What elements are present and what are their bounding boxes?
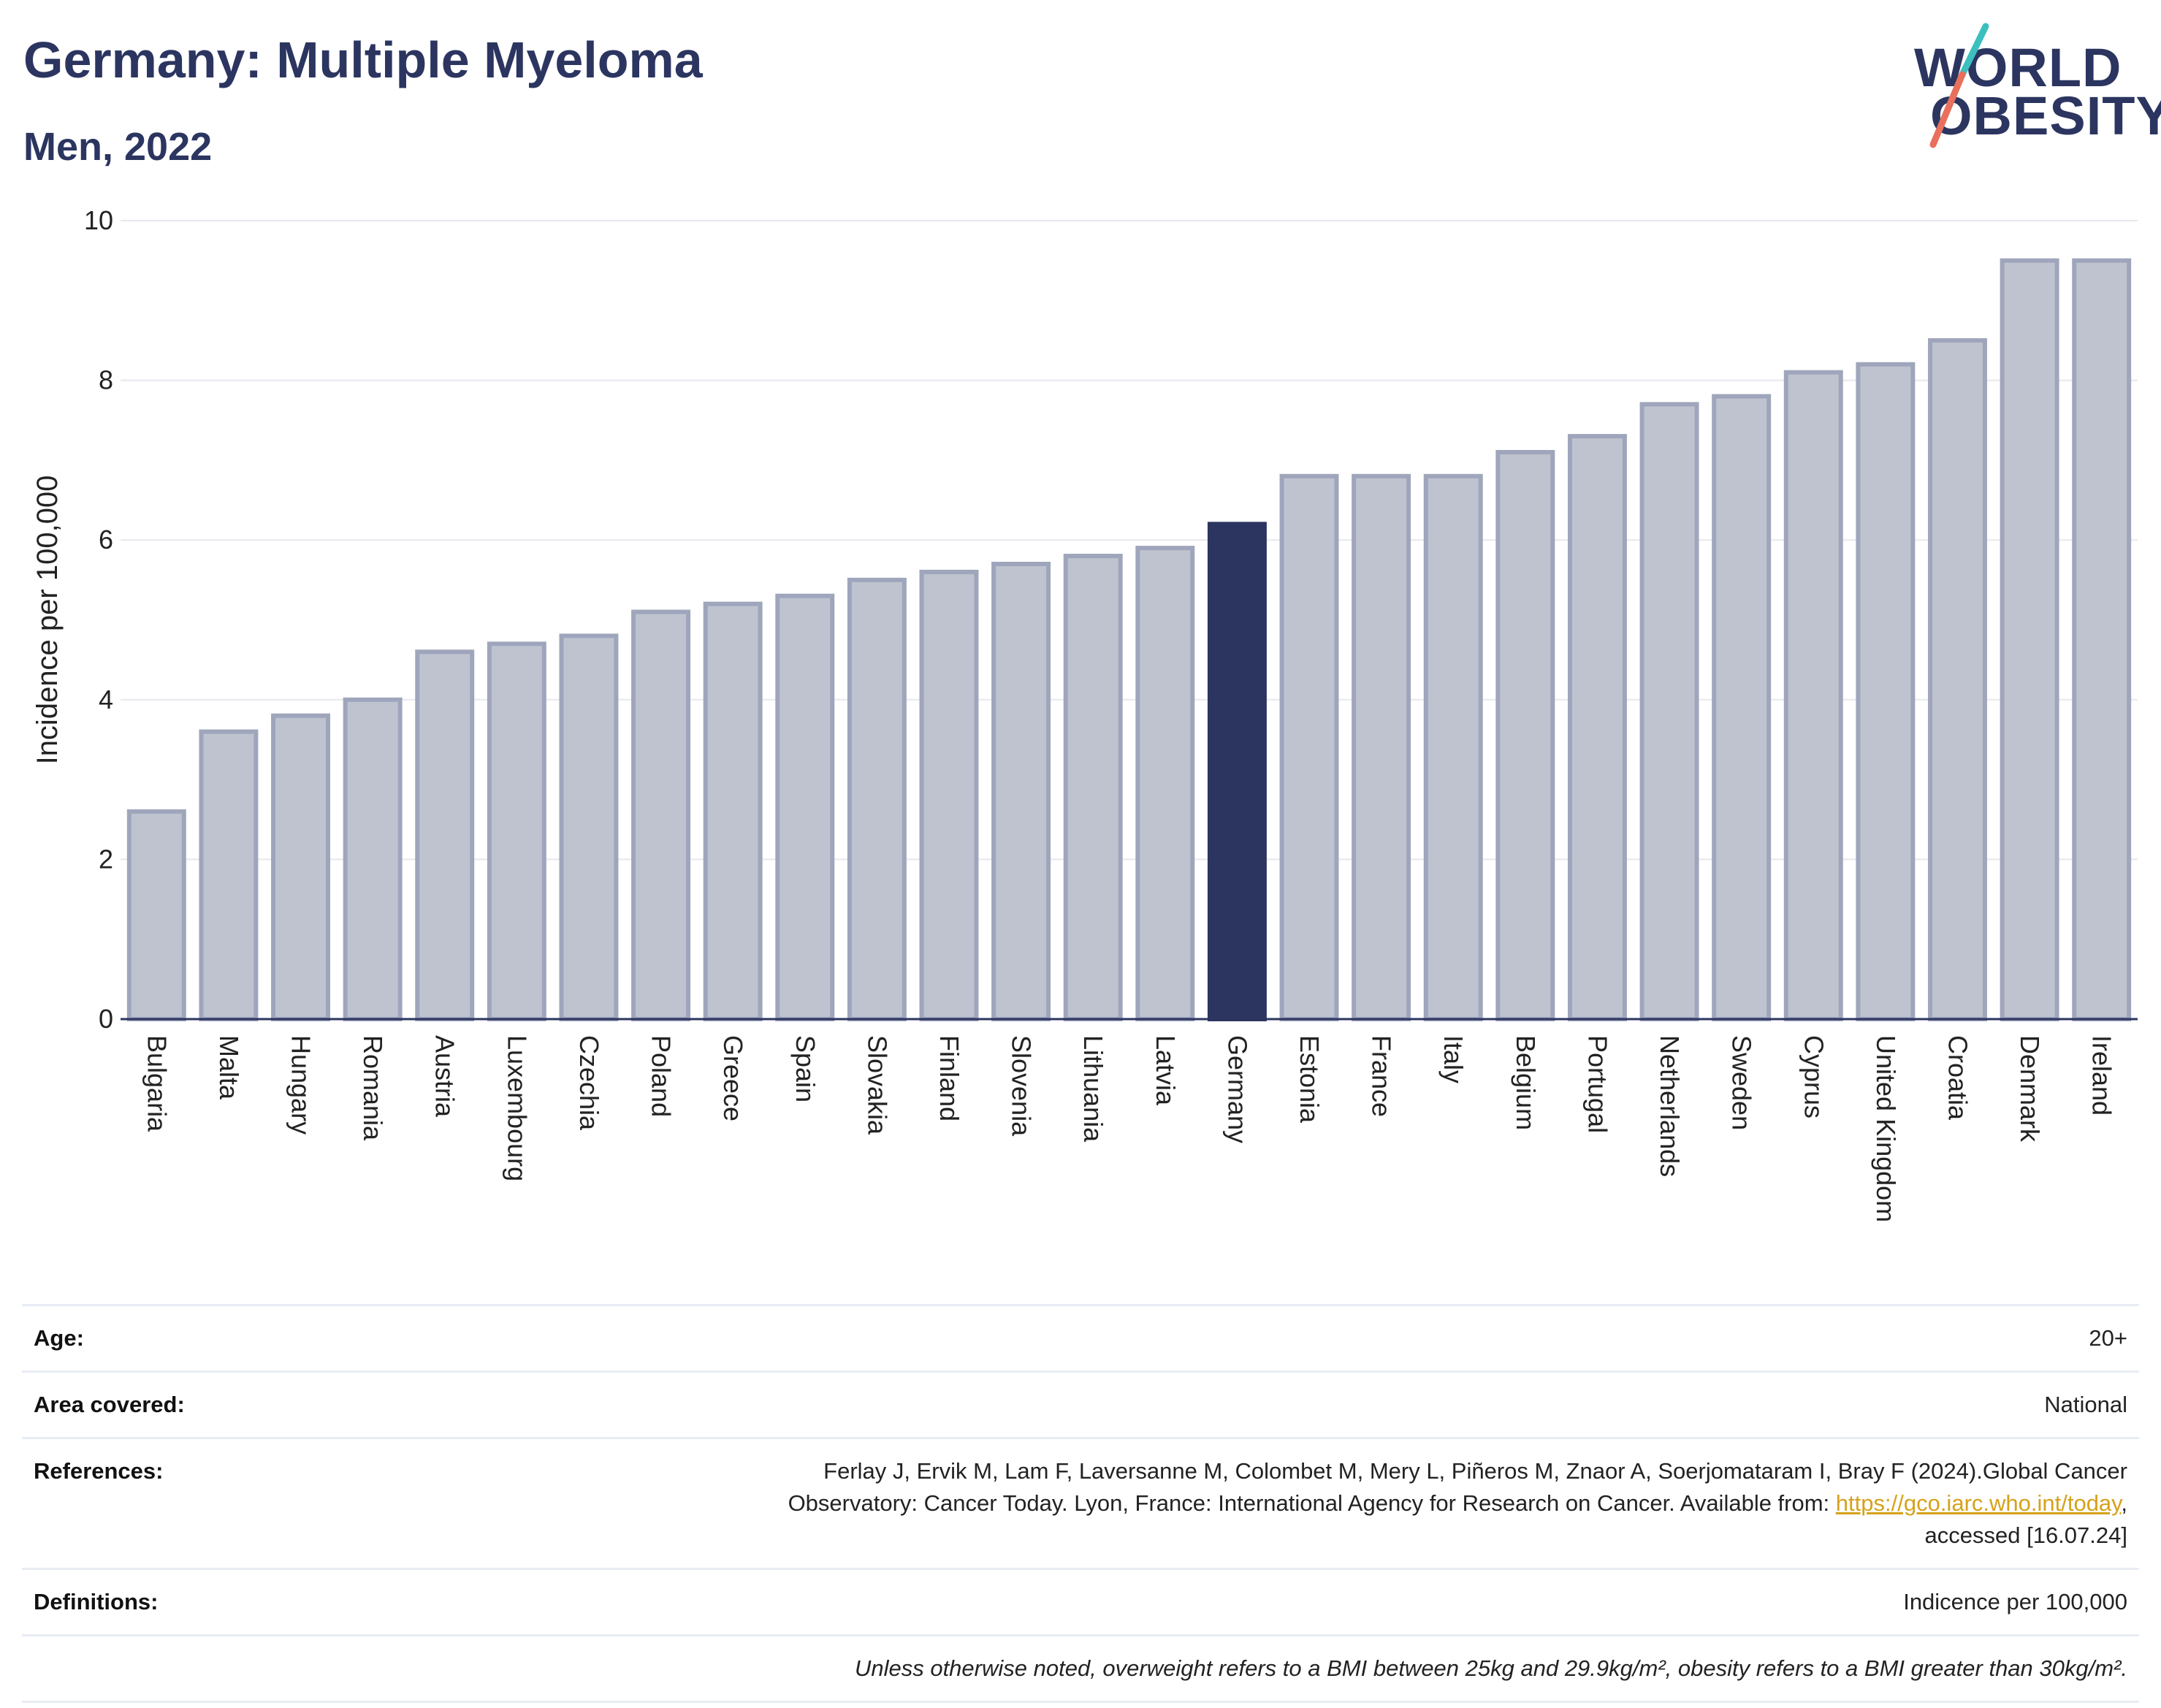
bar-lithuania: [1063, 554, 1123, 1021]
bar-greece: [703, 601, 763, 1021]
y-tick-label: 8: [99, 365, 113, 395]
x-tick-label: Malta: [214, 1035, 244, 1100]
x-tick-label: Latvia: [1151, 1035, 1181, 1106]
area-label: Area covered:: [34, 1392, 185, 1417]
y-tick-label: 6: [99, 525, 113, 554]
x-tick-label: Portugal: [1582, 1035, 1612, 1133]
bar-france: [1352, 473, 1411, 1021]
bar-ireland: [2072, 258, 2132, 1021]
x-tick-label: Slovenia: [1007, 1035, 1037, 1137]
bar-austria: [415, 649, 475, 1021]
x-tick-label: Czechia: [574, 1035, 604, 1131]
page-title: Germany: Multiple Myeloma: [23, 31, 703, 88]
x-tick-label: Luxembourg: [502, 1035, 532, 1181]
bar-bulgaria: [126, 809, 186, 1021]
bar-poland: [631, 609, 691, 1021]
y-tick-label: 2: [99, 844, 113, 874]
bar-slovenia: [991, 561, 1051, 1021]
bmi-note: Unless otherwise noted, overweight refer…: [854, 1655, 2127, 1681]
bar-united-kingdom: [1856, 362, 1916, 1021]
logo-slash-teal: [1959, 23, 1989, 78]
references-line2: Observatory: Cancer Today. Lyon, France:…: [788, 1490, 1836, 1516]
x-tick-label: Croatia: [1943, 1035, 1973, 1121]
bar-spain: [775, 593, 835, 1021]
x-tick-label: Austria: [430, 1035, 460, 1118]
references-value: Ferlay J, Ervik M, Lam F, Laversanne M, …: [788, 1455, 2127, 1552]
x-tick-label: Spain: [790, 1035, 820, 1102]
y-axis-title: Incidence per 100,000: [31, 476, 64, 765]
definitions-value: Indicence per 100,000: [1903, 1589, 2127, 1614]
bar-portugal: [1567, 434, 1627, 1021]
bar-romania: [343, 697, 403, 1021]
x-tick-label: Netherlands: [1655, 1035, 1685, 1177]
meta-row-definitions: Definitions: Indicence per 100,000: [22, 1568, 2139, 1634]
definitions-label: Definitions:: [34, 1589, 159, 1614]
meta-row-references: References: Ferlay J, Ervik M, Lam F, La…: [22, 1437, 2139, 1568]
bar-malta: [199, 729, 259, 1022]
x-tick-label: Sweden: [1727, 1035, 1757, 1130]
bar-sweden: [1712, 394, 1772, 1021]
x-tick-label: Bulgaria: [142, 1035, 172, 1132]
age-label: Age:: [34, 1325, 84, 1351]
metadata-table: Age: 20+ Area covered: National Referenc…: [22, 1304, 2139, 1703]
bar-germany: [1207, 522, 1267, 1021]
bar-belgium: [1495, 449, 1555, 1022]
x-tick-label: Hungary: [286, 1035, 316, 1135]
references-line1: Ferlay J, Ervik M, Lam F, Laversanne M, …: [823, 1458, 2127, 1484]
bar-netherlands: [1639, 402, 1699, 1021]
logo-slash-icon: [1929, 23, 1989, 148]
age-value: 20+: [2089, 1325, 2127, 1351]
bar-italy: [1423, 473, 1483, 1021]
meta-row-age: Age: 20+: [22, 1304, 2139, 1370]
x-tick-label: Finland: [934, 1035, 964, 1121]
x-tick-label: Greece: [718, 1035, 748, 1121]
logo-slash-coral: [1929, 71, 1966, 148]
logo-text-line1: WORLD: [1914, 37, 2122, 98]
x-tick-label: Ireland: [2087, 1035, 2117, 1116]
bar-finland: [919, 569, 979, 1021]
x-tick-label: Belgium: [1511, 1035, 1541, 1130]
y-tick-label: 10: [84, 205, 113, 235]
x-tick-label: Italy: [1438, 1035, 1468, 1083]
bar-estonia: [1279, 473, 1339, 1021]
x-tick-label: Romania: [358, 1035, 388, 1141]
logo-text-line2: OBESITY: [1930, 85, 2161, 146]
x-tick-label: Slovakia: [862, 1035, 892, 1135]
bar-czechia: [559, 633, 619, 1021]
references-link[interactable]: https://gco.iarc.who.int/today: [1835, 1490, 2122, 1516]
world-obesity-logo: WORLD OBESITY: [1899, 20, 2161, 152]
bar-latvia: [1135, 546, 1195, 1021]
x-tick-label: Estonia: [1295, 1035, 1325, 1124]
x-tick-label: Lithuania: [1078, 1035, 1108, 1143]
bar-hungary: [271, 713, 330, 1021]
area-value: National: [2044, 1392, 2127, 1417]
x-tick-label: Poland: [647, 1035, 676, 1117]
bar-denmark: [2000, 258, 2059, 1021]
y-tick-label: 4: [99, 685, 113, 714]
bar-croatia: [1928, 338, 1987, 1021]
x-tick-label: Germany: [1222, 1035, 1252, 1143]
bar-cyprus: [1783, 370, 1843, 1022]
x-tick-label: Denmark: [2015, 1035, 2045, 1143]
references-line3: accessed [16.07.24]: [1924, 1522, 2127, 1548]
bar-slovakia: [847, 577, 907, 1021]
meta-row-area: Area covered: National: [22, 1370, 2139, 1437]
x-tick-label: United Kingdom: [1871, 1035, 1901, 1222]
meta-row-note: Unless otherwise noted, overweight refer…: [22, 1634, 2139, 1703]
y-tick-label: 0: [99, 1004, 113, 1034]
bar-chart: 0 2 4 6 8 10 Incidence per 100,000 Bulgaria Malt…: [31, 205, 2138, 1222]
x-tick-label: France: [1367, 1035, 1397, 1117]
bar-luxembourg: [487, 641, 546, 1021]
references-line2-end: ,: [2121, 1490, 2127, 1516]
x-tick-label: Cyprus: [1799, 1035, 1829, 1118]
references-label: References:: [34, 1458, 164, 1484]
page-subtitle: Men, 2022: [23, 125, 213, 169]
